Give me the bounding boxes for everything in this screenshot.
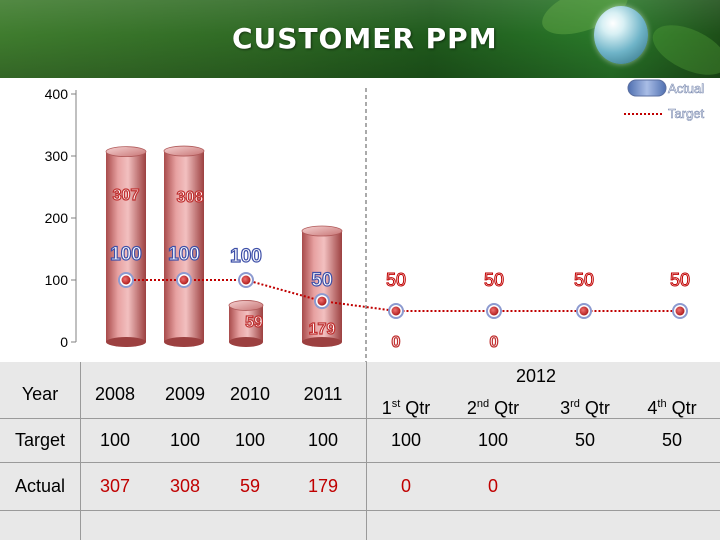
target-marker (489, 306, 499, 316)
actual-cell: 308 (169, 476, 201, 496)
target-cell: 50 (661, 430, 683, 450)
y-tick-label: 200 (45, 210, 69, 226)
actual-bar-top (228, 300, 264, 311)
year-cell: 2010 (229, 384, 271, 404)
target-marker (317, 296, 327, 306)
actual-data-label: 307 (113, 187, 140, 204)
target-row-label: Target (14, 430, 66, 450)
actual-bar-base (164, 337, 204, 347)
actual-data-label: 179 (309, 321, 336, 338)
table-divider (366, 362, 367, 540)
actual-bar-top (105, 146, 147, 158)
data-table: Year 2012 2008 2009 2010 2011 1st Qtr 2n… (0, 362, 720, 540)
actual-data-label: 308 (177, 189, 204, 206)
table-divider (0, 418, 720, 419)
y-tick-label: 0 (60, 334, 68, 350)
actual-bar (228, 300, 264, 347)
target-marker (241, 275, 251, 285)
ppm-chart: 0 100 200 300 400 100 100 100 50 50 50 50 50 307 308 5… (45, 79, 705, 362)
target-cell: 100 (99, 430, 131, 450)
page-title: CUSTOMER PPM (232, 22, 498, 55)
actual-cell: 307 (99, 476, 131, 496)
target-cell: 50 (574, 430, 596, 450)
title-banner: CUSTOMER PPM (0, 0, 720, 78)
actual-bar (105, 146, 147, 347)
actual-row-label: Actual (14, 476, 66, 496)
target-data-label: 100 (230, 246, 262, 267)
target-cell: 100 (169, 430, 201, 450)
actual-cell: 59 (239, 476, 261, 496)
actual-bar-base (229, 337, 263, 347)
target-marker (391, 306, 401, 316)
actual-bar-base (302, 337, 342, 347)
actual-bar-body (106, 151, 146, 342)
actual-bar (301, 225, 343, 347)
actual-bar-body (164, 151, 204, 342)
target-marker (579, 306, 589, 316)
target-cell: 100 (477, 430, 509, 450)
target-cell: 100 (390, 430, 422, 450)
legend-target-label: Target (668, 106, 705, 121)
actual-cell: 0 (400, 476, 411, 496)
target-data-label: 50 (311, 270, 332, 291)
y-tick-label: 300 (45, 148, 69, 164)
actual-bar (163, 145, 205, 347)
quarter-cell: 1st Qtr (381, 398, 431, 418)
actual-cell: 0 (487, 476, 498, 496)
actual-bar-top (163, 145, 205, 157)
quarter-cell: 2nd Qtr (466, 398, 520, 418)
legend-actual-label: Actual (668, 81, 704, 96)
actual-data-label: 59 (245, 314, 263, 331)
target-data-label: 50 (484, 270, 504, 290)
target-data-label: 50 (386, 270, 406, 290)
target-cell: 100 (307, 430, 339, 450)
actual-cell: 179 (307, 476, 339, 496)
target-data-label: 50 (574, 270, 594, 290)
legend-actual-swatch (627, 79, 667, 97)
target-data-label: 50 (670, 270, 690, 290)
quarter-cell: 4th Qtr (647, 398, 697, 418)
target-cell: 100 (234, 430, 266, 450)
table-divider (0, 510, 720, 511)
target-line (126, 279, 680, 312)
year-cell: 2011 (303, 384, 343, 404)
quarter-cell: 3rd Qtr (560, 398, 610, 418)
y-tick-label: 400 (45, 86, 69, 102)
actual-bar-base (106, 337, 146, 347)
target-data-label: 100 (168, 244, 200, 265)
actual-data-label: 0 (392, 334, 401, 351)
year-header: Year (21, 384, 59, 404)
actual-bar-body (229, 305, 263, 342)
actual-data-label: 0 (490, 334, 499, 351)
target-marker (179, 275, 189, 285)
y-tick-label: 100 (45, 272, 69, 288)
actual-bar-body (302, 231, 342, 342)
table-divider (0, 462, 720, 463)
year-cell: 2009 (164, 384, 206, 404)
target-marker (121, 275, 131, 285)
actual-bar-top (301, 225, 343, 237)
table-divider (80, 362, 81, 540)
target-marker (675, 306, 685, 316)
group-header: 2012 (515, 366, 557, 386)
year-cell: 2008 (94, 384, 136, 404)
target-data-label: 100 (110, 244, 142, 265)
water-drop-icon (594, 6, 648, 64)
